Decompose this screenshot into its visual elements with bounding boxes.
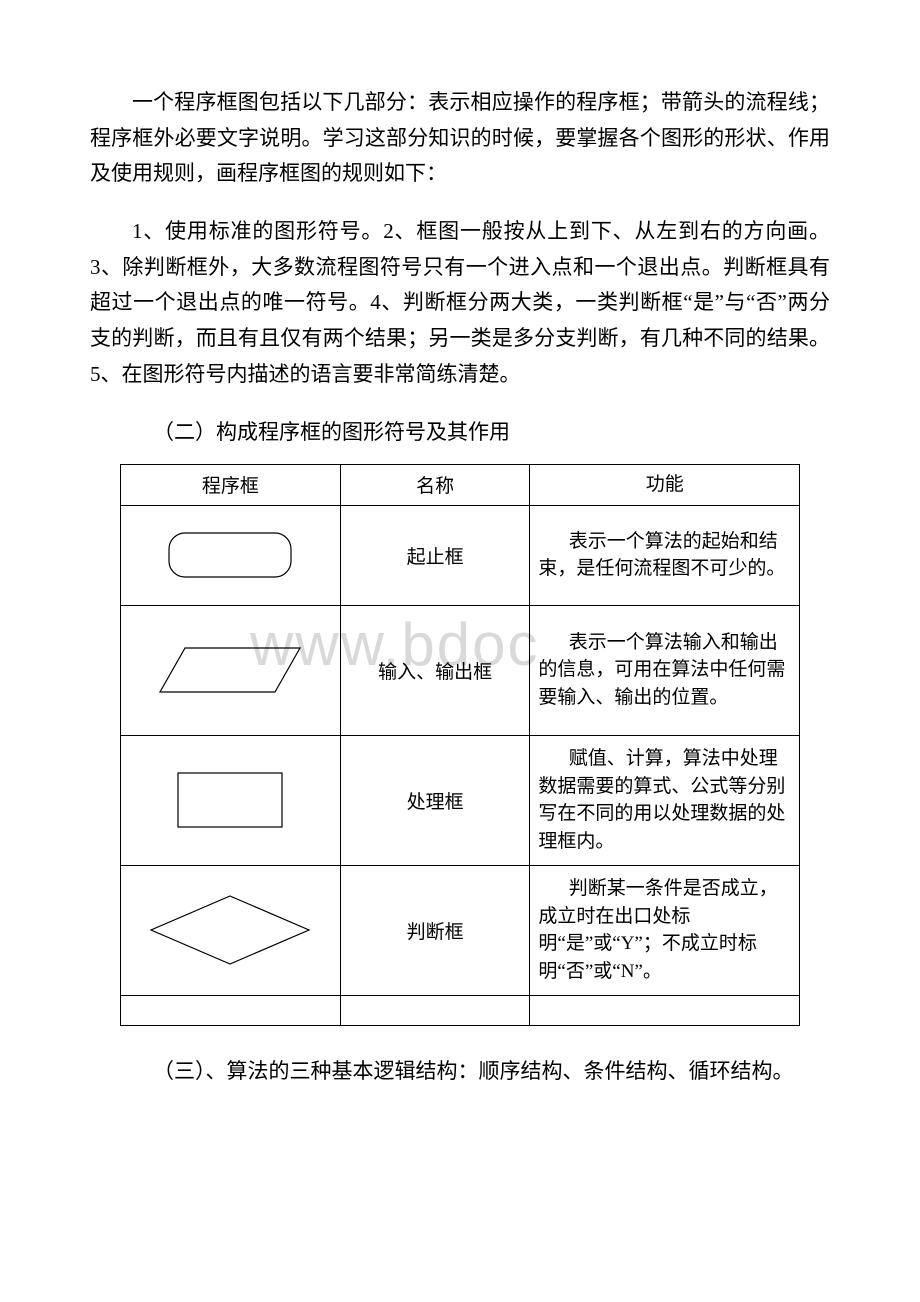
empty-cell — [340, 995, 530, 1025]
func-text: 表示一个算法的起始和结束，是任何流程图不可少的。 — [538, 531, 785, 580]
func-cell: 赋值、计算，算法中处理数据需要的算式、公式等分别写在不同的用以处理数据的处理框内… — [530, 735, 800, 865]
header-func: 功能 — [530, 465, 800, 506]
section-heading-3: （三）、算法的三种基本逻辑结构：顺序结构、条件结构、循环结构。 — [90, 1054, 830, 1090]
func-text: 赋值、计算，算法中处理数据需要的算式、公式等分别写在不同的用以处理数据的处理框内… — [538, 748, 785, 852]
name-cell: 输入、输出框 — [340, 605, 530, 735]
func-text: 表示一个算法输入和输出的信息，可用在算法中任何需要输入、输出的位置。 — [538, 632, 785, 708]
rectangle-icon — [170, 765, 290, 835]
section-heading-2: （二）构成程序框的图形符号及其作用 — [90, 415, 830, 451]
shape-cell-parallelogram — [121, 605, 341, 735]
terminator-icon — [165, 529, 295, 581]
table-row: 输入、输出框 表示一个算法输入和输出的信息，可用在算法中任何需要输入、输出的位置… — [121, 605, 800, 735]
header-name: 名称 — [340, 465, 530, 506]
parallelogram-icon — [155, 640, 305, 700]
func-text: 判断某一条件是否成立，成立时在出口处标明“是”或“Y”；不成立时标明“否”或“N… — [538, 878, 777, 982]
header-shape: 程序框 — [121, 465, 341, 506]
shape-cell-terminator — [121, 505, 341, 605]
name-cell: 判断框 — [340, 865, 530, 995]
table-header-row: 程序框 名称 功能 — [121, 465, 800, 506]
func-cell: 表示一个算法的起始和结束，是任何流程图不可少的。 — [530, 505, 800, 605]
name-cell: 处理框 — [340, 735, 530, 865]
empty-cell — [121, 995, 341, 1025]
empty-cell — [530, 995, 800, 1025]
paragraph-intro: 一个程序框图包括以下几部分：表示相应操作的程序框；带箭头的流程线；程序框外必要文… — [90, 85, 830, 192]
shape-cell-rectangle — [121, 735, 341, 865]
flowchart-symbols-table: 程序框 名称 功能 起止框 表示一个算法的起始和结束，是任何流程图不可少的。 — [120, 464, 800, 1026]
name-cell: 起止框 — [340, 505, 530, 605]
func-cell: 表示一个算法输入和输出的信息，可用在算法中任何需要输入、输出的位置。 — [530, 605, 800, 735]
table-row: 判断框 判断某一条件是否成立，成立时在出口处标明“是”或“Y”；不成立时标明“否… — [121, 865, 800, 995]
table-row: 起止框 表示一个算法的起始和结束，是任何流程图不可少的。 — [121, 505, 800, 605]
shape-cell-diamond — [121, 865, 341, 995]
diamond-icon — [145, 890, 315, 970]
table-row-empty — [121, 995, 800, 1025]
document-page: 一个程序框图包括以下几部分：表示相应操作的程序框；带箭头的流程线；程序框外必要文… — [0, 0, 920, 1089]
func-cell: 判断某一条件是否成立，成立时在出口处标明“是”或“Y”；不成立时标明“否”或“N… — [530, 865, 800, 995]
paragraph-rules: 1、使用标准的图形符号。2、框图一般按从上到下、从左到右的方向画。3、除判断框外… — [90, 214, 830, 392]
table-row: 处理框 赋值、计算，算法中处理数据需要的算式、公式等分别写在不同的用以处理数据的… — [121, 735, 800, 865]
